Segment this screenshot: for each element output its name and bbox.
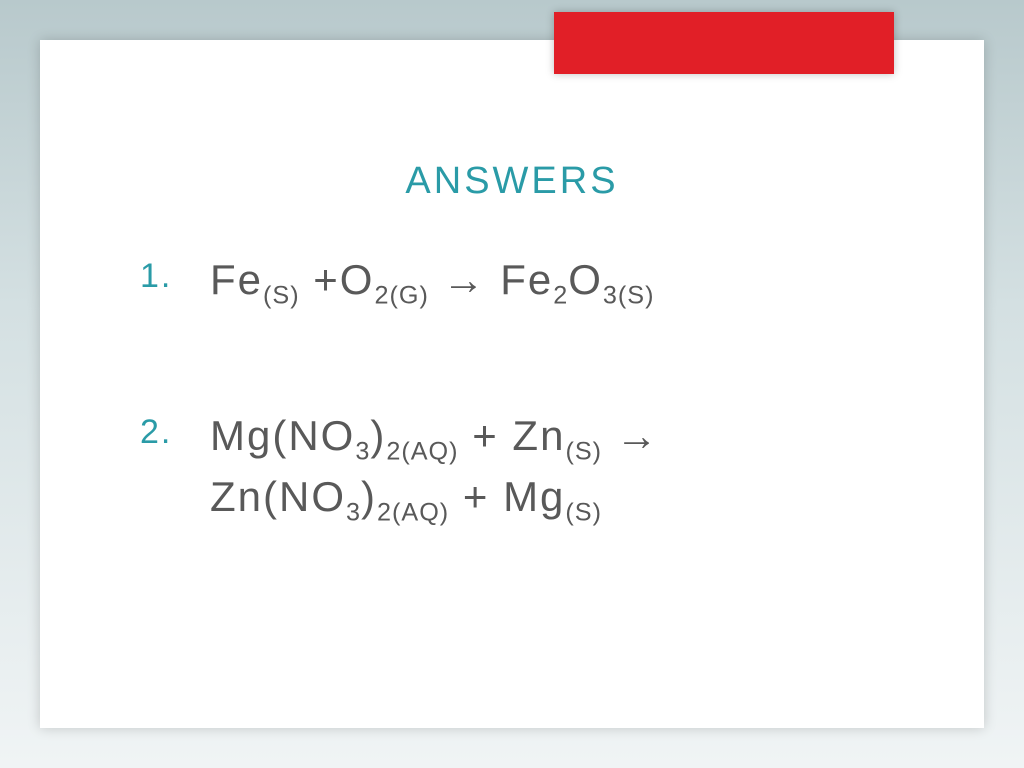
subscript: (S): [565, 498, 602, 526]
subscript: 2(AQ): [377, 498, 449, 526]
term: Mg(NO: [210, 412, 355, 459]
term: ): [361, 473, 377, 520]
arrow-icon: →: [429, 256, 500, 303]
term: O: [340, 256, 375, 303]
subscript: (S): [565, 437, 602, 465]
subscript: 3: [355, 437, 370, 465]
accent-bar: [554, 12, 894, 74]
slide-content: 1. Fe(S) +O2(G) → Fe2O3(S) 2. Mg(NO3)2(A…: [140, 250, 904, 688]
subscript: 2: [553, 281, 568, 309]
subscript: 2(AQ): [386, 437, 458, 465]
item-number: 2.: [140, 408, 172, 457]
equation-text: Fe(S) +O2(G) → Fe2O3(S): [210, 256, 654, 303]
answer-list: 1. Fe(S) +O2(G) → Fe2O3(S) 2. Mg(NO3)2(A…: [140, 250, 904, 528]
term: Fe: [500, 256, 553, 303]
slide-title: ANSWERS: [40, 160, 984, 203]
term: Fe: [210, 256, 263, 303]
list-item: 2. Mg(NO3)2(AQ) + Zn(S) → Zn(NO3)2(AQ) +…: [140, 406, 904, 528]
term: O: [568, 256, 603, 303]
subscript: 3(S): [603, 281, 655, 309]
term: + Mg: [449, 473, 565, 520]
term: ): [370, 412, 386, 459]
term: + Zn: [459, 412, 566, 459]
term: Zn(NO: [210, 473, 346, 520]
arrow-icon: →: [602, 412, 660, 459]
item-number: 1.: [140, 252, 172, 301]
list-item: 1. Fe(S) +O2(G) → Fe2O3(S): [140, 250, 904, 311]
operator: +: [300, 256, 340, 303]
subscript: 2(G): [374, 281, 428, 309]
slide-card: ANSWERS 1. Fe(S) +O2(G) → Fe2O3(S) 2. Mg…: [40, 40, 984, 728]
subscript: 3: [346, 498, 361, 526]
equation-text: Mg(NO3)2(AQ) + Zn(S) → Zn(NO3)2(AQ) + Mg…: [210, 412, 904, 528]
subscript: (S): [263, 281, 300, 309]
